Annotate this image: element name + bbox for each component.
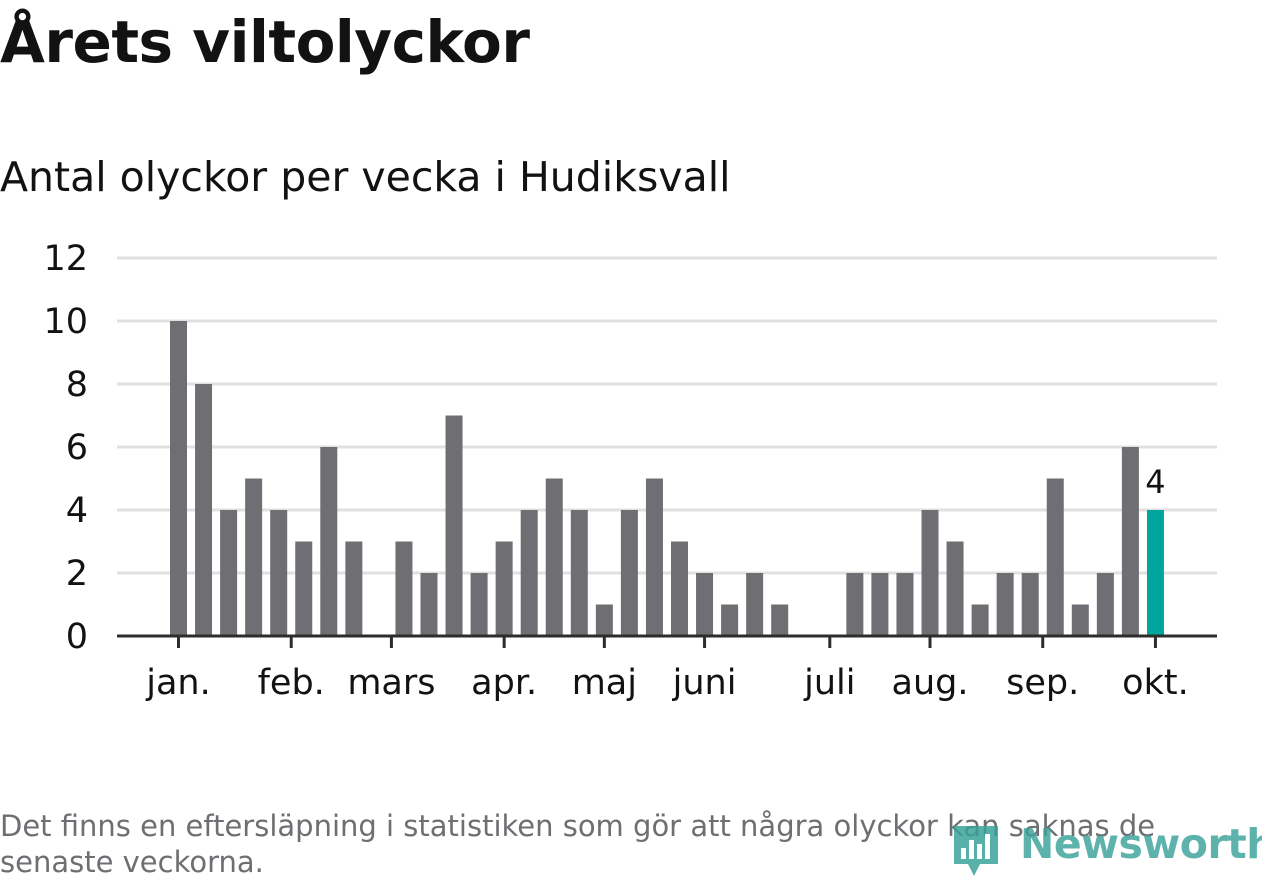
x-tick-label: sep.: [1006, 663, 1079, 703]
newsworthy-logo: Newsworthy: [948, 818, 1262, 879]
bar: [1121, 447, 1139, 636]
bar: [570, 510, 588, 636]
bar: [470, 573, 488, 636]
bar: [345, 541, 363, 636]
bar: [721, 604, 739, 636]
y-tick-label: 4: [66, 491, 88, 531]
x-tick-label: feb.: [258, 663, 325, 703]
bar: [996, 573, 1014, 636]
bars: [170, 321, 1164, 636]
bar: [1071, 604, 1089, 636]
y-tick-label: 2: [66, 554, 88, 594]
x-tick-label: jan.: [145, 663, 210, 703]
highlight-value-label: 4: [1145, 463, 1165, 501]
y-axis-ticks: 0 2 4 6 8 10 12: [43, 239, 88, 657]
chart-subtitle: Antal olyckor per vecka i Hudiksvall: [0, 153, 731, 201]
bar: [921, 510, 939, 636]
y-tick-label: 8: [66, 365, 88, 405]
bar: [896, 573, 914, 636]
bar-chart-pin-icon: [954, 826, 998, 876]
y-tick-label: 12: [43, 239, 88, 279]
bar: [445, 415, 463, 636]
x-tick-label: maj: [572, 663, 637, 703]
x-tick-label: mars: [347, 663, 435, 703]
y-tick-label: 10: [43, 302, 88, 342]
bar: [1096, 573, 1114, 636]
bar: [1046, 478, 1064, 636]
bar: [871, 573, 889, 636]
bar: [245, 478, 263, 636]
bar: [395, 541, 413, 636]
bar: [846, 573, 864, 636]
bar: [645, 478, 663, 636]
bar: [620, 510, 638, 636]
bar: [971, 604, 989, 636]
bar: [1146, 510, 1164, 636]
bar: [270, 510, 288, 636]
bar: [746, 573, 764, 636]
bar: [520, 510, 538, 636]
bar: [320, 447, 338, 636]
bar: [545, 478, 563, 636]
bar: [946, 541, 964, 636]
bar: [595, 604, 613, 636]
bar: [1021, 573, 1039, 636]
bar: [420, 573, 438, 636]
bar: [220, 510, 238, 636]
bar: [495, 541, 513, 636]
chart-title: Årets viltolyckor: [0, 8, 530, 76]
data-labels: 4: [1145, 463, 1165, 501]
y-tick-label: 0: [66, 617, 88, 657]
x-tick-label: okt.: [1122, 663, 1189, 703]
x-axis-ticks: jan. feb. mars apr. maj juni juli aug. sep. okt.: [145, 636, 1189, 703]
bar: [771, 604, 789, 636]
x-tick-label: aug.: [892, 663, 969, 703]
bar: [295, 541, 313, 636]
bar: [671, 541, 688, 636]
x-tick-label: juli: [803, 663, 855, 703]
x-tick-label: juni: [672, 663, 737, 703]
bar: [170, 321, 187, 636]
bar: [195, 384, 213, 636]
logo-text: Newsworthy: [1020, 820, 1262, 868]
y-tick-label: 6: [66, 428, 88, 468]
x-tick-label: apr.: [471, 663, 537, 703]
bar: [696, 573, 714, 636]
